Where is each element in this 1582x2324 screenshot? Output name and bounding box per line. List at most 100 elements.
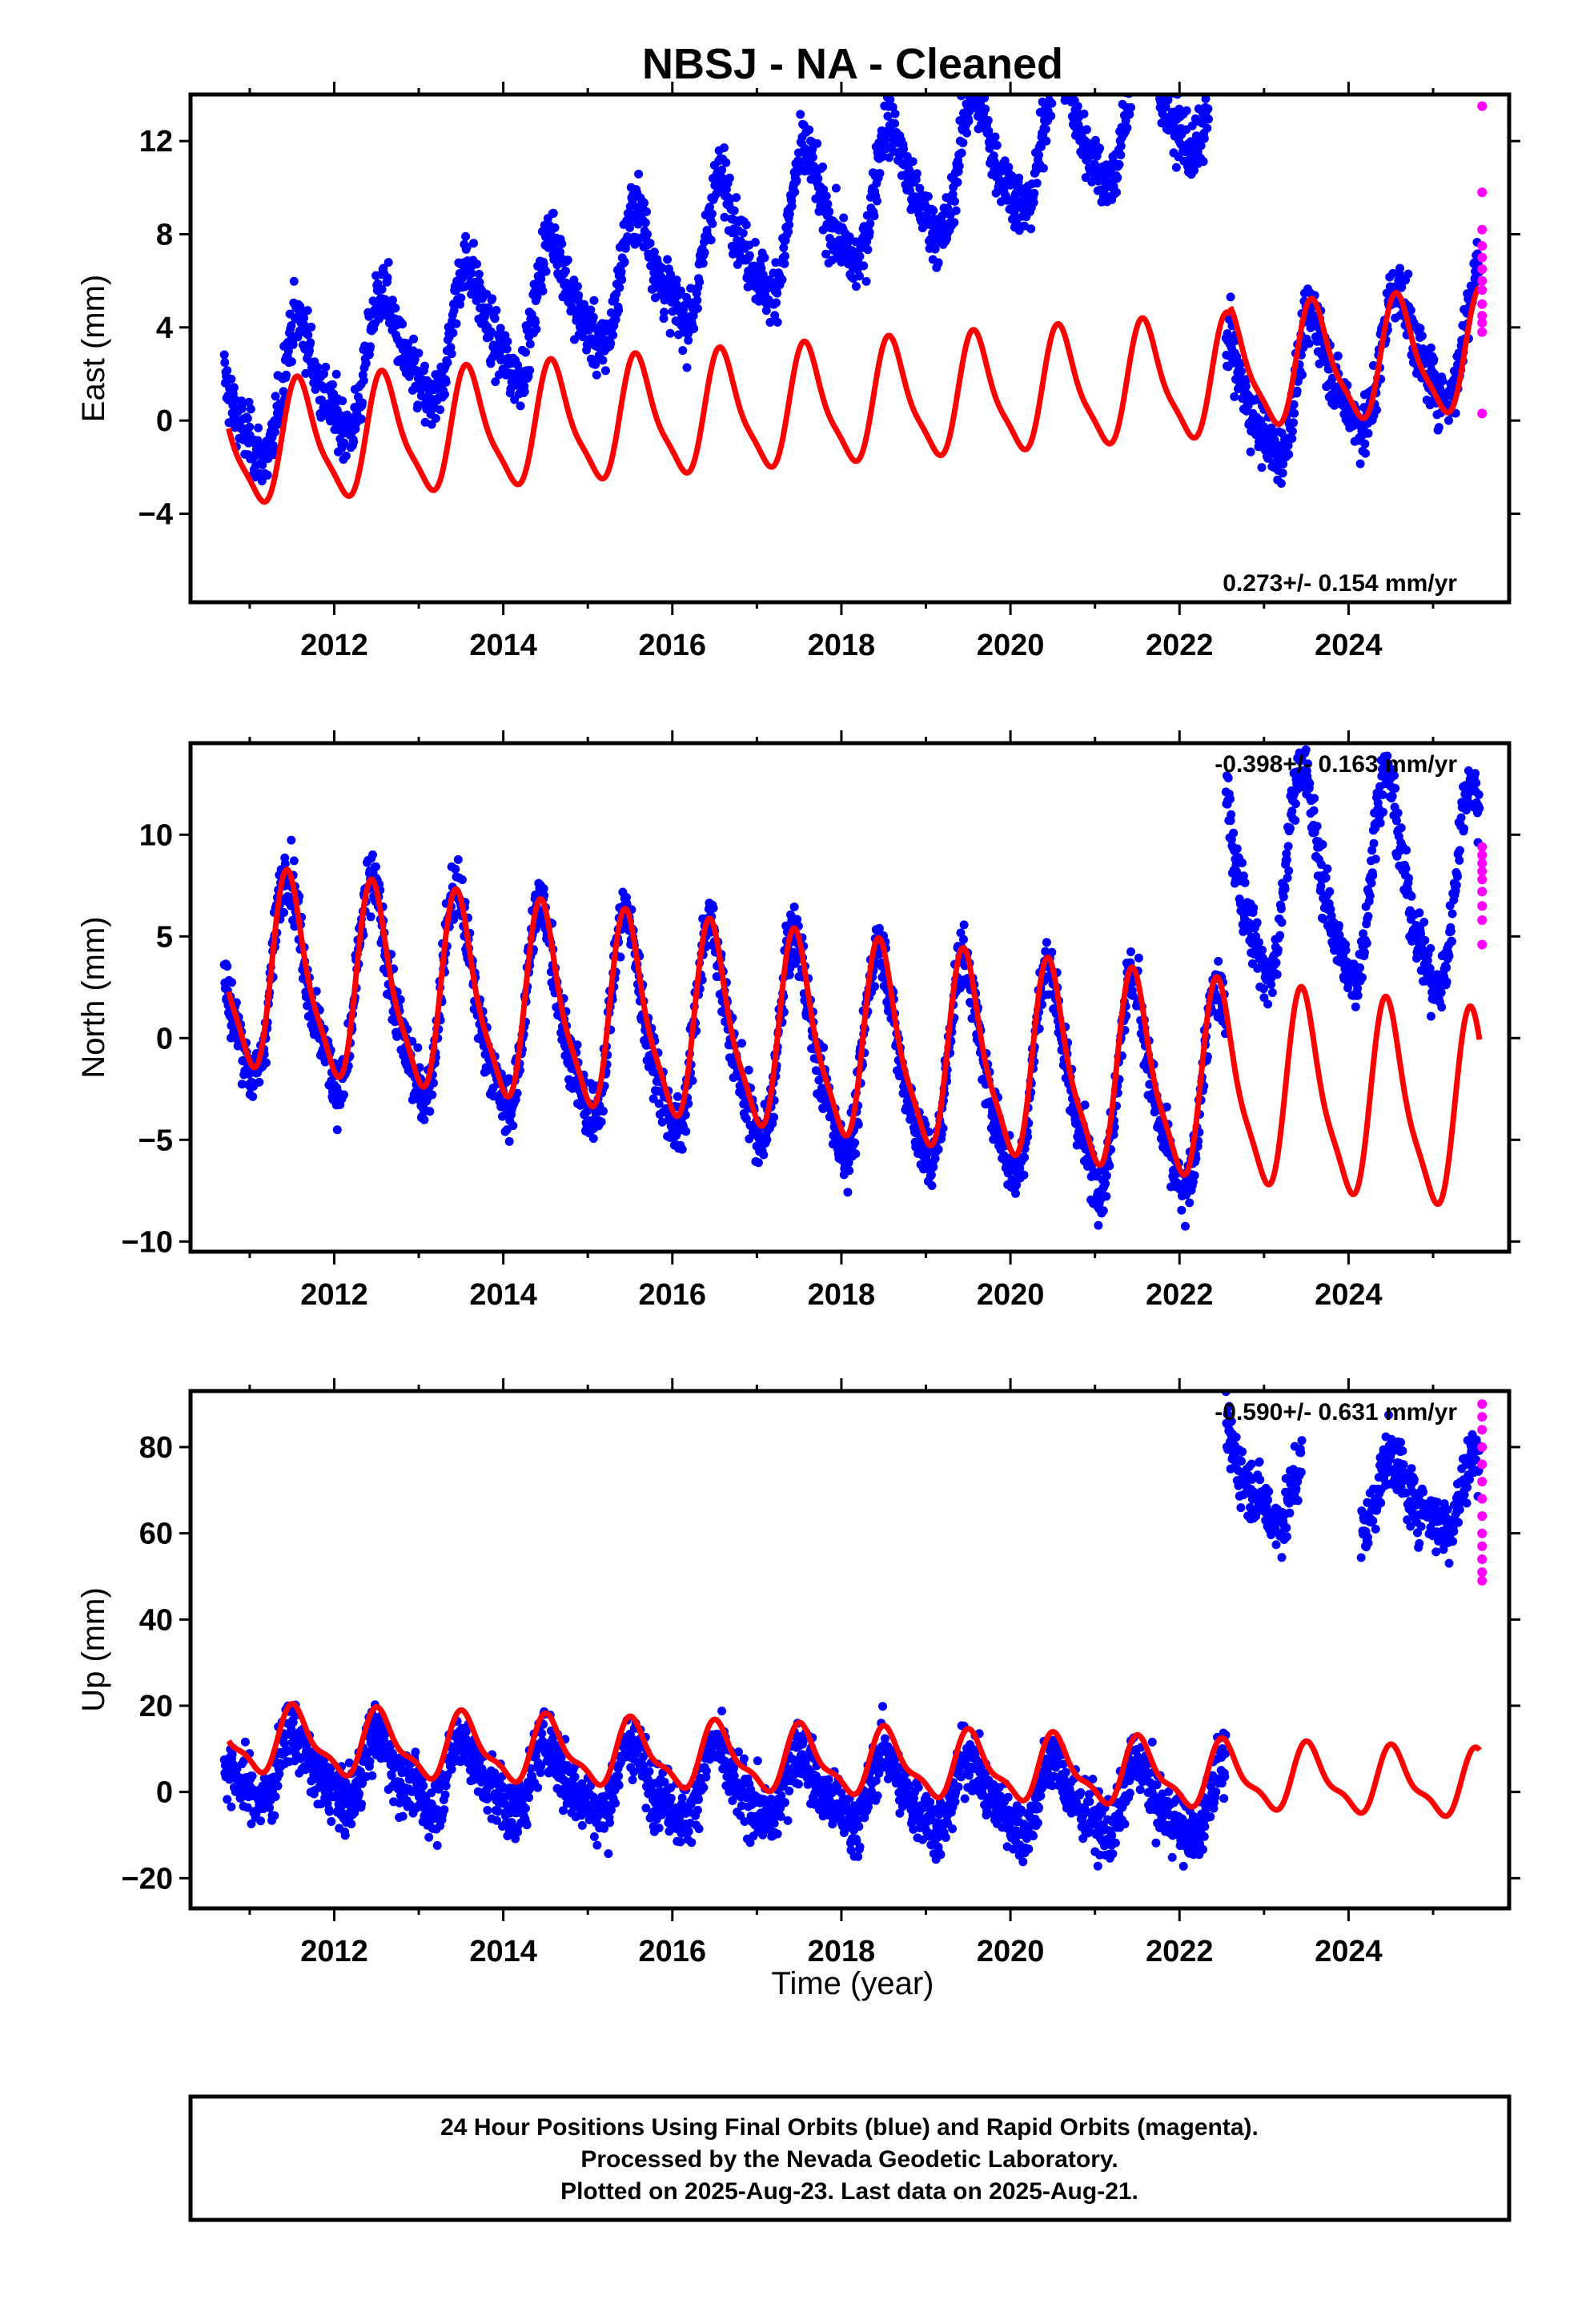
rapid-orbit-point (1477, 299, 1488, 309)
final-orbit-point (777, 275, 787, 284)
model-line-segment (1227, 284, 1482, 428)
final-orbit-point (311, 987, 321, 996)
final-orbit-point (1151, 76, 1160, 85)
final-orbit-point (784, 227, 793, 236)
x-tick-label: 2024 (1315, 629, 1383, 662)
y-tick-label: 0 (156, 404, 173, 438)
final-orbit-point (720, 143, 729, 152)
final-orbit-point (1214, 35, 1223, 44)
final-orbit-point (1139, 55, 1148, 64)
final-orbit-point (1258, 945, 1267, 955)
final-orbit-point (1042, 136, 1051, 146)
final-orbit-point (1190, 1171, 1199, 1180)
final-orbit-point (458, 875, 467, 884)
final-orbit-point (1216, 19, 1225, 28)
final-orbit-point (1426, 343, 1435, 352)
final-orbit-point (1129, 54, 1138, 63)
final-orbit-point (1217, 34, 1226, 42)
final-orbit-point (305, 346, 314, 356)
final-orbit-point (1395, 263, 1404, 273)
final-orbit-point (1147, 48, 1156, 57)
final-orbit-point (843, 1188, 853, 1197)
final-orbit-point (1134, 953, 1143, 963)
final-orbit-point (1126, 947, 1135, 956)
rapid-orbit-points (1477, 101, 1488, 419)
rapid-orbit-point (1477, 275, 1488, 286)
final-orbit-point (1134, 40, 1142, 49)
final-orbit-point (672, 275, 681, 285)
final-orbit-point (1205, 81, 1214, 90)
final-orbit-point (770, 311, 780, 320)
final-orbit-point (532, 324, 541, 334)
final-orbit-point (359, 376, 368, 385)
final-orbit-point (1133, 37, 1142, 46)
final-orbit-point (1095, 143, 1105, 153)
final-orbit-point (245, 422, 255, 432)
final-orbit-point (1438, 376, 1447, 386)
final-orbit-point (915, 183, 925, 193)
final-orbit-point (254, 423, 263, 432)
final-orbit-point (851, 282, 861, 292)
final-orbit-point (805, 125, 814, 135)
final-orbit-point (331, 369, 341, 379)
final-orbit-point (237, 1080, 247, 1089)
final-orbit-point (1417, 332, 1427, 340)
final-orbit-point (338, 396, 347, 406)
final-orbit-point (398, 320, 408, 329)
rapid-orbit-point (1477, 252, 1488, 263)
final-orbit-point (769, 1112, 779, 1122)
x-tick-label: 2014 (469, 629, 537, 662)
final-orbit-points (219, 745, 1484, 1231)
final-orbit-point (1020, 1152, 1030, 1162)
final-orbit-point (956, 928, 966, 938)
final-orbit-point (1278, 468, 1287, 478)
final-orbit-point (1167, 76, 1176, 85)
final-orbit-point (793, 915, 802, 924)
final-orbit-point (1150, 64, 1159, 73)
final-orbit-point (1004, 163, 1014, 172)
final-orbit-point (1142, 43, 1150, 52)
final-orbit-point (957, 148, 966, 158)
final-orbit-point (773, 288, 782, 298)
final-orbit-point (1067, 81, 1076, 90)
final-orbit-point (693, 296, 702, 305)
final-orbit-point (720, 212, 729, 222)
final-orbit-point (1144, 38, 1153, 47)
final-orbit-point (220, 358, 230, 368)
final-orbit-point (1210, 59, 1219, 68)
final-orbit-point (361, 359, 371, 368)
final-orbit-point (1211, 43, 1220, 52)
final-orbit-point (414, 348, 424, 358)
final-orbit-point (673, 1092, 682, 1101)
final-orbit-point (525, 340, 535, 349)
final-orbit-point (1196, 141, 1206, 151)
final-orbit-point (229, 383, 239, 392)
final-orbit-point (663, 255, 673, 264)
final-orbit-point (461, 231, 471, 241)
final-orbit-point (640, 218, 650, 227)
final-orbit-point (706, 235, 716, 245)
final-orbit-point (962, 128, 972, 138)
final-orbit-point (707, 209, 717, 219)
final-orbit-point (1415, 324, 1425, 333)
final-orbit-point (1239, 871, 1248, 881)
final-orbit-point (1080, 1100, 1090, 1110)
final-orbit-point (289, 276, 299, 286)
final-orbit-point (1029, 198, 1038, 207)
final-orbit-point (983, 115, 993, 125)
final-orbit-point (779, 243, 789, 252)
final-orbit-point (1137, 54, 1146, 62)
rapid-orbit-point (1477, 285, 1488, 296)
final-orbit-point (1214, 956, 1223, 966)
final-orbit-point (1240, 878, 1250, 887)
final-orbit-point (981, 104, 990, 114)
final-orbit-point (1220, 12, 1229, 21)
final-orbit-point (1188, 1177, 1198, 1187)
final-orbit-point (1138, 35, 1147, 44)
final-orbit-point (912, 169, 921, 179)
final-orbit-point (548, 208, 558, 218)
final-orbit-point (1201, 94, 1211, 103)
final-orbit-point (538, 286, 548, 296)
final-orbit-point (539, 884, 548, 894)
final-orbit-point (279, 387, 288, 396)
